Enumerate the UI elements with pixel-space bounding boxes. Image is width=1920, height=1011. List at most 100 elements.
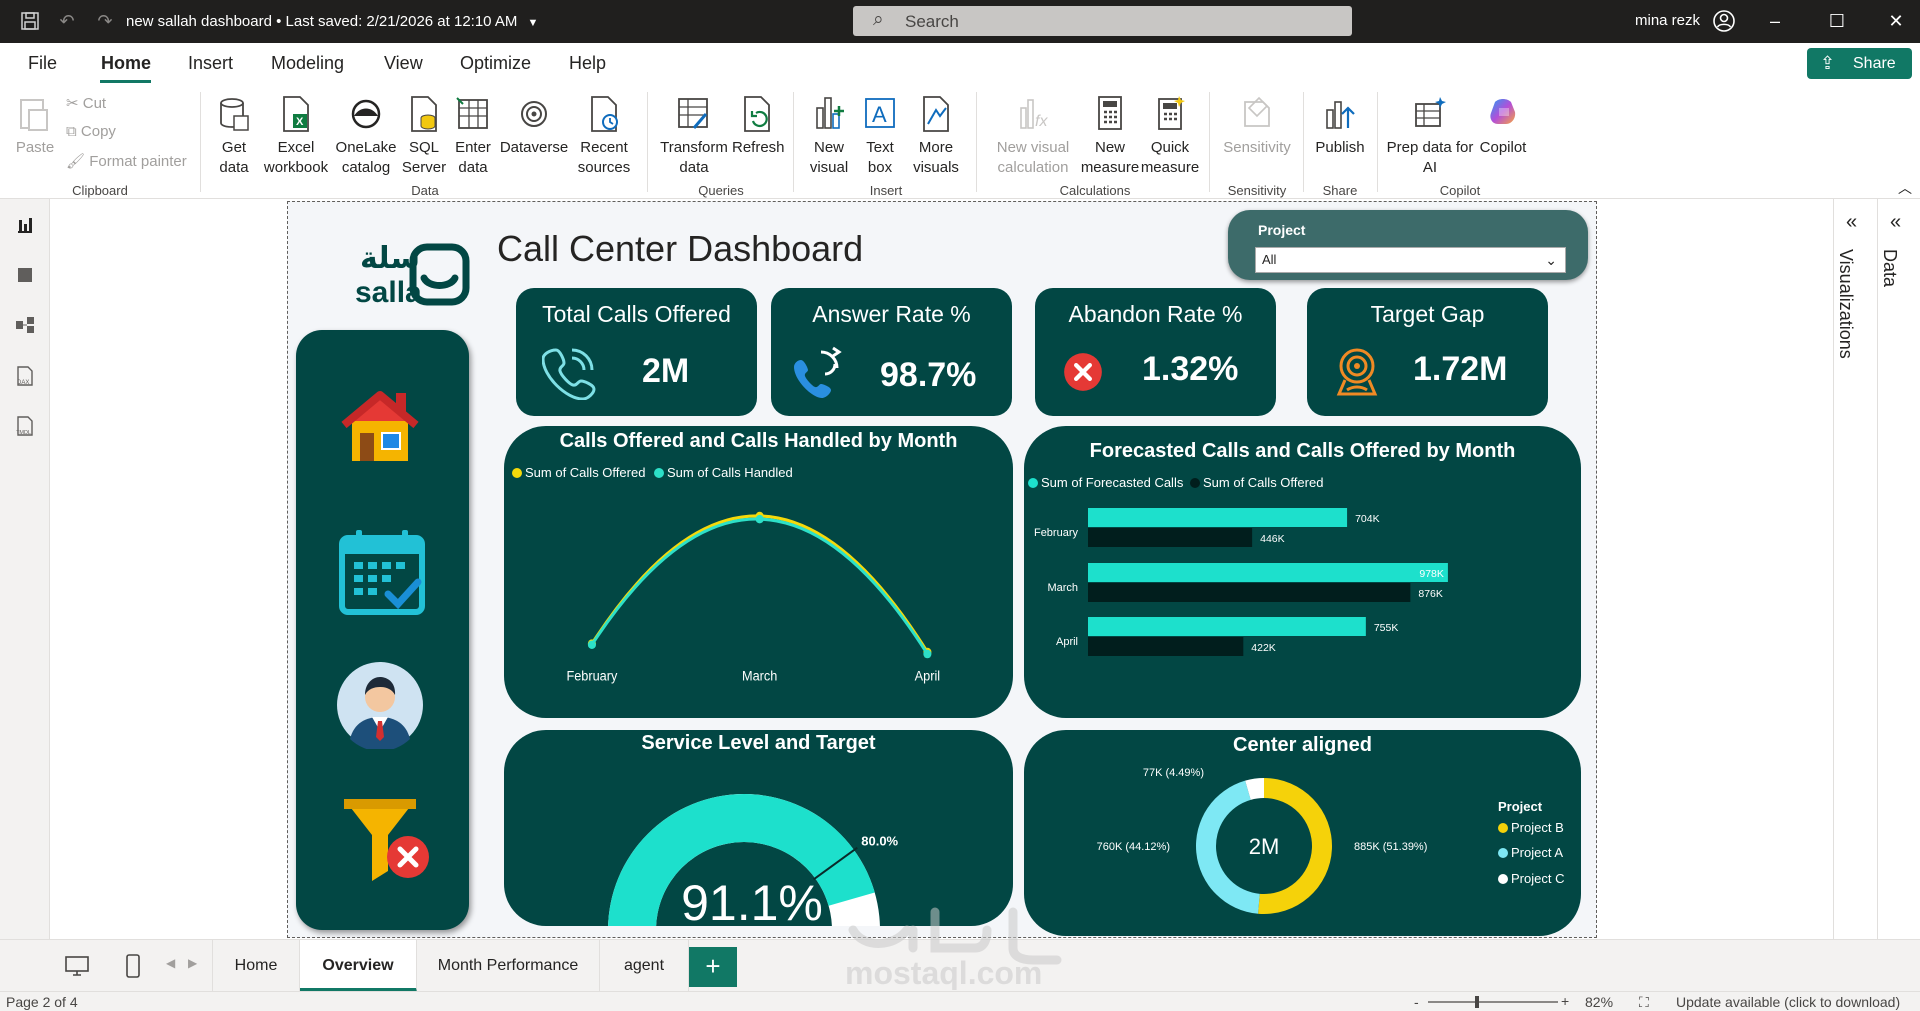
get-data-button[interactable]: Get data (208, 94, 260, 178)
onelake-button[interactable]: OneLake catalog (332, 94, 400, 178)
donut-slice[interactable] (1245, 778, 1264, 800)
calendar-icon[interactable] (338, 528, 426, 621)
zoom-in-icon[interactable]: + (1561, 993, 1570, 1009)
zoom-out-icon[interactable]: - (1414, 994, 1419, 1010)
data-point[interactable] (923, 649, 932, 659)
account-icon[interactable] (1712, 9, 1736, 33)
text-box-button[interactable]: A Text box (855, 94, 905, 178)
refresh-button[interactable]: Refresh (732, 94, 785, 158)
clear-filter-icon[interactable] (340, 793, 440, 890)
visualizations-pane[interactable]: « Visualizations (1833, 199, 1877, 939)
bar-chart-card[interactable]: Forecasted Calls and Calls Offered by Mo… (1024, 426, 1581, 718)
minimize-icon[interactable]: – (1769, 11, 1780, 31)
menu-help[interactable]: Help (569, 53, 607, 73)
bar[interactable] (1088, 583, 1411, 602)
next-page-icon[interactable]: ▶ (188, 956, 198, 970)
redo-icon[interactable]: ↷ (97, 11, 113, 31)
tab-month-performance[interactable]: Month Performance (417, 940, 600, 992)
excel-workbook-button[interactable]: X Excel workbook (260, 94, 332, 178)
previous-page-icon[interactable]: ◀ (166, 956, 176, 970)
close-icon[interactable]: ✕ (1888, 11, 1904, 31)
dashboard-title: Call Center Dashboard (497, 228, 864, 269)
new-visual-calculation-button[interactable]: fx New visual calculation (986, 94, 1080, 178)
collapse-ribbon-icon[interactable]: ︿ (1898, 180, 1912, 196)
document-title[interactable]: new sallah dashboard • Last saved: 2/21/… (126, 13, 538, 30)
bar[interactable] (1088, 508, 1348, 527)
agent-avatar-icon[interactable] (336, 661, 424, 754)
zoom-slider-thumb[interactable] (1475, 996, 1479, 1008)
paste-button[interactable]: Paste (14, 94, 56, 158)
menu-insert[interactable]: Insert (188, 53, 234, 73)
kpi-card-total-calls[interactable]: Total Calls Offered 2M (516, 288, 757, 416)
table-view-icon[interactable] (13, 265, 37, 287)
share-button[interactable]: ⇪ Share ▼ (1807, 48, 1912, 102)
save-icon[interactable] (19, 10, 41, 32)
copy-button[interactable]: ⧉ Copy (66, 123, 116, 140)
new-visual-button[interactable]: New visual (803, 94, 855, 178)
data-point[interactable] (587, 640, 596, 649)
quick-measure-button[interactable]: Quick measure (1140, 94, 1200, 178)
add-page-button[interactable]: + (689, 947, 737, 987)
search-input[interactable]: ⌕ Search (853, 6, 1352, 36)
legend-project-b[interactable]: Project B (1498, 820, 1564, 835)
publish-button[interactable]: Publish (1312, 94, 1368, 158)
home-icon[interactable] (338, 387, 422, 470)
menu-home[interactable]: Home (101, 53, 152, 73)
tmdl-view-icon[interactable]: TMDL (13, 415, 37, 437)
bar[interactable] (1088, 617, 1366, 636)
legend-forecasted-calls[interactable]: Sum of Forecasted Calls (1028, 475, 1183, 490)
menu-optimize[interactable]: Optimize (460, 53, 532, 73)
undo-icon[interactable]: ↶ (59, 11, 75, 31)
model-view-icon[interactable] (13, 315, 37, 337)
zoom-slider[interactable] (1428, 1001, 1558, 1003)
donut-slice[interactable] (1258, 778, 1332, 914)
report-view-icon[interactable] (13, 215, 37, 237)
donut-card[interactable]: Center aligned 885K (51.39%) 760K (44.12%… (1024, 730, 1581, 936)
data-point[interactable] (755, 514, 764, 524)
kpi-card-abandon-rate[interactable]: Abandon Rate % 1.32% (1035, 288, 1276, 416)
gauge-card[interactable]: Service Level and Target 80.0% 91.1% (504, 730, 1013, 926)
copilot-button[interactable]: Copilot (1474, 94, 1532, 158)
tab-overview[interactable]: Overview (300, 940, 417, 992)
dax-query-view-icon[interactable]: DAX (13, 365, 37, 387)
desktop-layout-icon[interactable] (64, 954, 90, 983)
donut-slice[interactable] (1196, 780, 1260, 914)
kpi-card-answer-rate[interactable]: Answer Rate % 98.7% (771, 288, 1012, 416)
legend-project-a[interactable]: Project A (1498, 845, 1563, 860)
bar[interactable] (1088, 637, 1244, 656)
more-visuals-button[interactable]: More visuals (905, 94, 967, 178)
bar[interactable] (1088, 563, 1448, 582)
bar[interactable] (1088, 528, 1253, 547)
transform-data-button[interactable]: Transform data (656, 94, 732, 178)
new-measure-button[interactable]: New measure (1080, 94, 1140, 178)
cut-button[interactable]: ✂ Cut (66, 94, 106, 112)
menu-modeling[interactable]: Modeling (271, 53, 345, 73)
legend-calls-handled[interactable]: Sum of Calls Handled (654, 465, 793, 480)
legend-calls-offered[interactable]: Sum of Calls Offered (512, 465, 645, 480)
expand-chevron-icon[interactable]: « (1890, 211, 1902, 233)
chevron-down-icon[interactable]: ▼ (527, 17, 539, 29)
tab-agent[interactable]: agent (600, 940, 689, 992)
legend-project-c[interactable]: Project C (1498, 871, 1564, 886)
enter-data-button[interactable]: Enter data (448, 94, 498, 178)
menu-file[interactable]: File (28, 53, 58, 73)
recent-sources-button[interactable]: Recent sources (570, 94, 638, 178)
expand-chevron-icon[interactable]: « (1846, 211, 1858, 233)
update-available-link[interactable]: Update available (click to download) (1676, 994, 1901, 1010)
menu-view[interactable]: View (384, 53, 423, 73)
sql-server-button[interactable]: SQL Server (400, 94, 448, 178)
project-dropdown[interactable]: All ⌄ (1255, 247, 1566, 273)
dataverse-button[interactable]: Dataverse (498, 94, 570, 158)
maximize-icon[interactable]: ☐ (1828, 11, 1846, 31)
sensitivity-button[interactable]: Sensitivity (1220, 94, 1294, 158)
line-chart-card[interactable]: Calls Offered and Calls Handled by Month… (504, 426, 1013, 718)
legend-calls-offered[interactable]: Sum of Calls Offered (1190, 475, 1323, 490)
tab-home[interactable]: Home (212, 940, 300, 992)
prep-data-ai-button[interactable]: Prep data for AI (1386, 94, 1474, 178)
kpi-title: Total Calls Offered (542, 301, 731, 327)
data-pane[interactable]: « Data (1877, 199, 1920, 939)
fit-page-icon[interactable]: ⛶ (1639, 994, 1649, 1010)
kpi-card-target-gap[interactable]: Target Gap 1.72M (1307, 288, 1548, 416)
format-painter-button[interactable]: 🖌 Format painter (66, 152, 187, 170)
mobile-layout-icon[interactable] (124, 954, 142, 983)
